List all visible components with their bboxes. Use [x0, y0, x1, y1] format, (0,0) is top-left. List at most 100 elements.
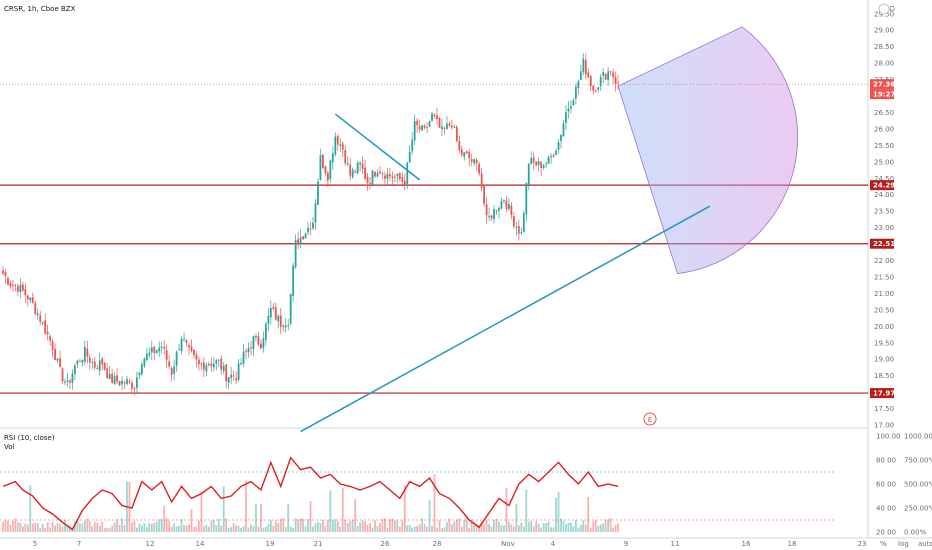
volume-bar — [602, 523, 605, 532]
candle-body — [86, 348, 89, 357]
candle-body — [9, 282, 12, 287]
candle-body — [232, 375, 235, 377]
candle-body — [483, 186, 486, 204]
candle-body — [19, 284, 22, 293]
volume-bar — [202, 526, 205, 532]
percent-scale-toggle[interactable]: % — [880, 540, 887, 548]
candle-body — [589, 76, 592, 87]
drawings-front[interactable] — [300, 113, 711, 433]
candle-body — [299, 237, 302, 245]
candle-body — [160, 346, 163, 348]
candle-body — [475, 159, 478, 164]
candle-body — [250, 347, 252, 349]
candle-body — [71, 373, 74, 383]
volume-bar — [334, 519, 337, 532]
earnings-event-icon[interactable] — [643, 412, 657, 426]
volume-bar — [255, 503, 257, 532]
volume-bar — [269, 519, 272, 532]
drawings-back[interactable] — [617, 26, 799, 275]
candle-body — [587, 72, 590, 78]
candle-body — [339, 144, 342, 146]
volume-bar — [359, 522, 362, 532]
volume-bar — [384, 518, 386, 532]
volume-bar — [391, 518, 394, 532]
candle-body — [260, 343, 262, 349]
time-tick-label: 5 — [33, 540, 37, 548]
volume-bar — [582, 520, 585, 532]
volume-bar — [188, 524, 190, 532]
candle-body — [145, 353, 148, 361]
volume-bar — [274, 520, 277, 532]
volume-bar — [131, 522, 133, 532]
last-price-tag-bg — [870, 79, 894, 90]
candle-body — [240, 362, 242, 365]
price-tick-label: 19.00 — [874, 356, 894, 364]
candle-body — [24, 289, 27, 296]
candle-body — [418, 126, 421, 130]
candle-body — [433, 114, 436, 117]
volume-bar — [436, 527, 438, 532]
candle-body — [106, 368, 109, 379]
candle-body — [245, 350, 247, 352]
time-tick-label: 9 — [624, 540, 628, 548]
candle-body — [113, 376, 116, 385]
volume-bar — [408, 524, 411, 532]
volume-bars — [2, 474, 619, 532]
time-tick-label: 26 — [381, 540, 390, 548]
volume-bar — [349, 520, 352, 532]
price-tick-label: 17.50 — [874, 405, 894, 413]
candle-body — [140, 364, 143, 375]
log-scale-toggle[interactable]: log — [898, 540, 909, 548]
candle-body — [16, 286, 19, 292]
volume-bar — [178, 525, 180, 532]
volume-bar — [525, 489, 528, 532]
volume-bar — [168, 521, 171, 532]
candle-body — [98, 360, 101, 371]
time-axis[interactable]: 5 7 12 14 19 21 26 28 Nov 4 9 11 16 18 23 — [33, 540, 867, 548]
candle-body — [123, 382, 126, 384]
candle-body — [557, 142, 560, 150]
volume-bar — [66, 524, 69, 532]
volume-bar — [267, 523, 270, 532]
volume-bar — [500, 525, 503, 532]
candle-body — [599, 76, 602, 87]
auto-scale-toggle[interactable]: auto — [918, 540, 932, 548]
candle-body — [61, 368, 64, 382]
volume-bar — [46, 522, 49, 532]
volume-bar — [217, 518, 220, 532]
candle-body — [510, 205, 513, 216]
candle-body — [185, 340, 188, 344]
volume-bar — [14, 518, 17, 532]
volume-bar — [597, 525, 600, 532]
volume-bar — [460, 526, 463, 532]
volume-bar — [19, 522, 22, 532]
price-tags: 27.36 19:27 24.29 22.51 17.97 — [0, 79, 895, 399]
volume-bar — [237, 525, 240, 532]
candle-body — [274, 307, 277, 320]
time-tick-label: 12 — [146, 540, 155, 548]
volume-bar — [498, 521, 500, 532]
volume-bar — [111, 525, 114, 532]
volume-bar — [232, 523, 235, 532]
volume-bar — [240, 527, 242, 532]
volume-bar — [329, 490, 332, 532]
candle-body — [153, 346, 156, 353]
candle-body — [535, 161, 538, 166]
candle-body — [441, 126, 443, 130]
candle-body — [532, 157, 535, 163]
settings-icon[interactable] — [878, 3, 890, 15]
candle-body — [168, 361, 171, 367]
candle-body — [108, 374, 111, 380]
volume-bar — [160, 518, 163, 532]
volume-bar — [364, 521, 366, 532]
candle-body — [34, 303, 37, 314]
candle-body — [49, 336, 52, 341]
candle-body — [522, 213, 525, 232]
volume-bar — [292, 527, 295, 532]
candle-body — [574, 86, 577, 99]
candle-body — [614, 77, 617, 84]
candle-body — [322, 154, 324, 169]
